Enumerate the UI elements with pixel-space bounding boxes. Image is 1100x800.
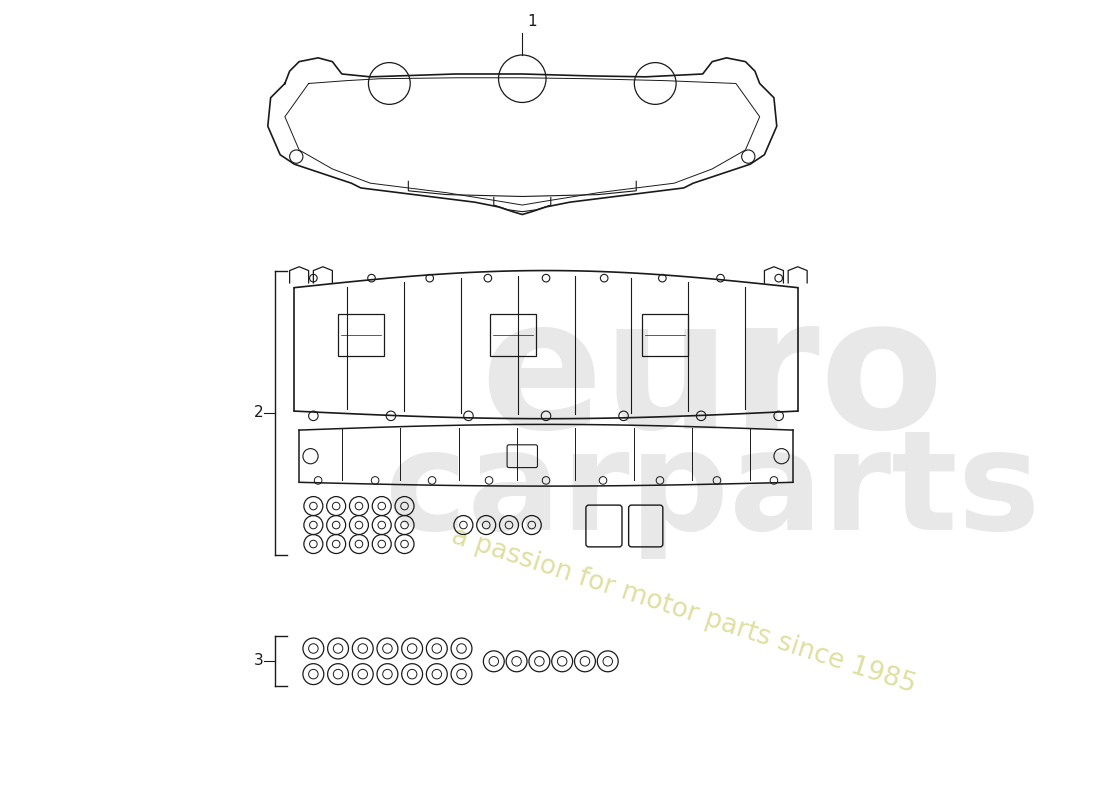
Text: 3: 3 [254, 654, 264, 668]
Text: 1: 1 [527, 14, 537, 30]
Text: a passion for motor parts since 1985: a passion for motor parts since 1985 [448, 523, 920, 698]
Text: euro: euro [481, 290, 944, 466]
Text: carparts: carparts [385, 424, 1040, 559]
Text: 2: 2 [254, 406, 264, 421]
